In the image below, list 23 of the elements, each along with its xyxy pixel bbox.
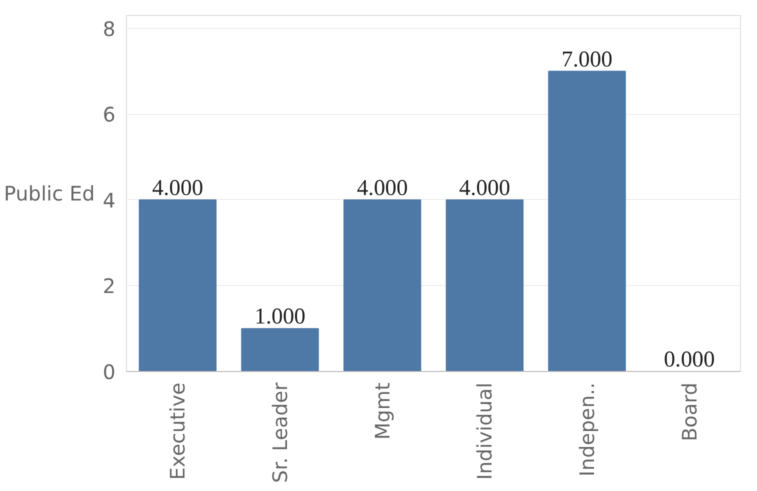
bar	[138, 199, 217, 372]
x-tick-label: Sr. Leader	[268, 382, 292, 483]
data-label: 7.000	[562, 46, 612, 72]
x-tick-label: Individual	[472, 382, 497, 480]
y-tick-label: 0	[102, 360, 116, 384]
bar	[446, 199, 524, 372]
data-label: 1.000	[254, 304, 306, 329]
y-tick-label: 8	[102, 16, 116, 41]
data-label: 4.000	[459, 174, 510, 200]
data-label: 4.000	[152, 174, 204, 200]
y-tick-label: 4	[102, 188, 116, 212]
bar	[548, 70, 626, 372]
data-label: 0.000	[664, 346, 715, 372]
y-tick-label: 2	[102, 274, 116, 298]
x-tick-label: Executive	[166, 382, 190, 480]
x-tick-label: Mgmt	[370, 382, 394, 440]
y-tick-label: 6	[102, 102, 116, 127]
data-label: 4.000	[356, 174, 408, 200]
x-tick-label: Board	[677, 382, 702, 442]
x-tick-label: Indepen..	[575, 382, 599, 476]
bar	[343, 199, 422, 372]
y-axis-title: Public Ed	[4, 182, 95, 206]
bar	[241, 328, 319, 372]
